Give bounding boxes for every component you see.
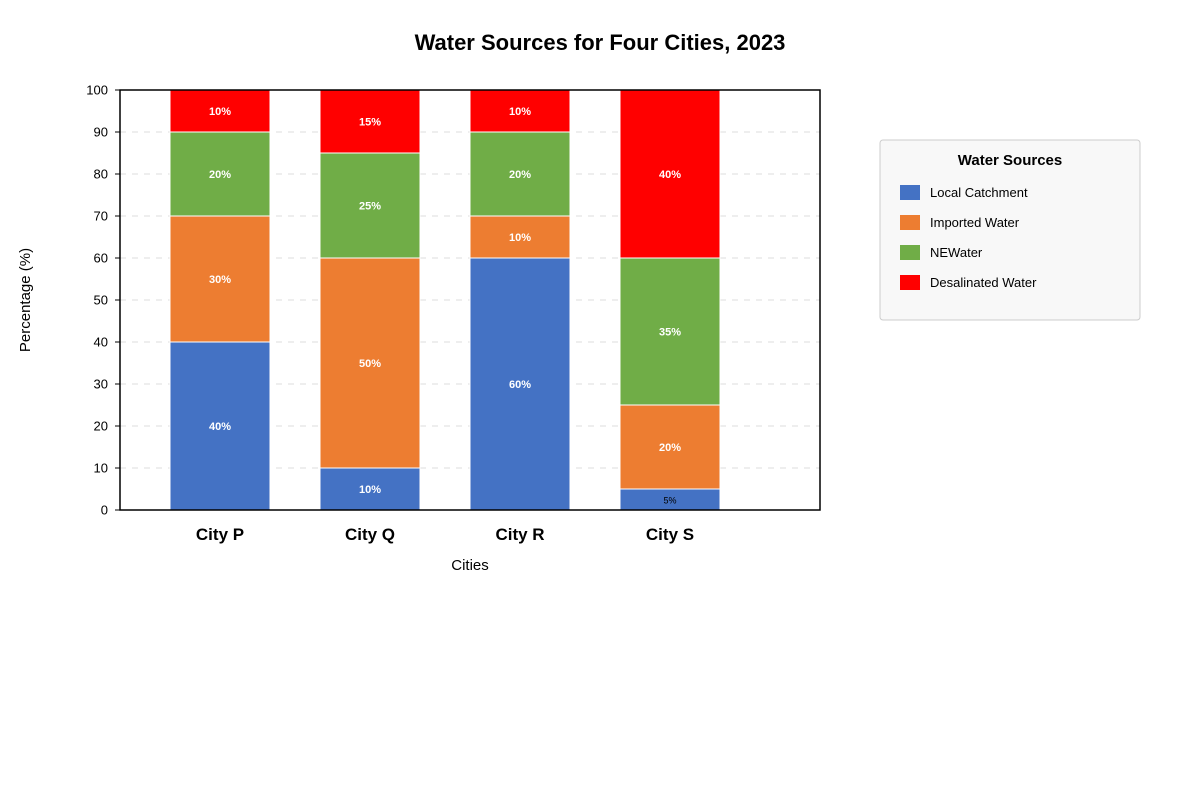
legend-entry: Desalinated Water — [930, 275, 1037, 290]
legend-swatch — [900, 215, 920, 230]
data-label: 20% — [659, 442, 681, 454]
y-tick-label: 10 — [94, 461, 108, 476]
legend-swatch — [900, 245, 920, 260]
bars: 40% 30% 20% 10% 10% 50% 25% 15% 60% 10% 20% 10% 5% 20… — [169, 89, 721, 511]
chart-title: Water Sources for Four Cities, 2023 — [415, 30, 786, 55]
data-label: 35% — [659, 327, 681, 339]
data-label: 10% — [359, 484, 381, 496]
legend-entry: Imported Water — [930, 215, 1020, 230]
bar-segment — [169, 131, 271, 217]
data-label: 15% — [359, 117, 381, 129]
y-tick-label: 70 — [94, 209, 108, 224]
data-label: 40% — [209, 421, 231, 433]
x-category-label: City Q — [345, 525, 395, 544]
data-label: 60% — [509, 379, 531, 391]
data-label: 30% — [209, 274, 231, 286]
data-label: 50% — [359, 358, 381, 370]
legend-swatch — [900, 275, 920, 290]
legend-items: Local Catchment Imported Water NEWater Desa… — [900, 185, 1037, 290]
y-tick-label: 100 — [86, 83, 108, 98]
bar-segment — [319, 257, 421, 469]
x-category-label: City R — [495, 525, 544, 544]
legend-box — [879, 139, 1141, 321]
y-axis-label: Percentage (%) — [17, 248, 34, 352]
bar-segment — [169, 215, 271, 343]
bar-segment — [619, 89, 721, 259]
bar-segment — [469, 131, 571, 217]
data-label: 20% — [509, 169, 531, 181]
bar-segment — [319, 152, 421, 259]
bar-segment — [469, 257, 571, 511]
legend-entry: Local Catchment — [930, 185, 1028, 200]
legend-swatch — [900, 185, 920, 200]
data-label: 10% — [209, 106, 231, 118]
bar-segment — [619, 257, 721, 406]
data-label: 40% — [659, 169, 681, 181]
x-axis-label: Cities — [451, 557, 489, 574]
data-label: 25% — [359, 201, 381, 213]
data-label: 20% — [209, 169, 231, 181]
legend-title: Water Sources — [958, 152, 1062, 169]
y-tick-label: 80 — [94, 167, 108, 182]
bar-segment — [619, 404, 721, 490]
legend: Water Sources Local Catchment Imported Wa… — [879, 139, 1141, 321]
y-tick-label: 90 — [94, 125, 108, 140]
bar-segment — [169, 89, 271, 133]
y-tick-label: 20 — [94, 419, 108, 434]
y-tick-label: 0 — [101, 503, 108, 518]
y-tick-label: 50 — [94, 293, 108, 308]
x-category-label: City S — [646, 525, 694, 544]
bar-segment — [169, 341, 271, 511]
x-category-label: City P — [196, 525, 244, 544]
legend-entry: NEWater — [930, 245, 983, 260]
y-axis-ticks: 0 10 20 30 40 50 60 70 80 90 100 — [86, 83, 120, 518]
x-axis-categories: City P City Q City R City S — [196, 525, 694, 544]
bar-segment — [319, 89, 421, 154]
data-label: 10% — [509, 106, 531, 118]
bar-segment — [319, 467, 421, 511]
bar-segment — [469, 215, 571, 259]
y-tick-label: 60 — [94, 251, 108, 266]
y-tick-label: 40 — [94, 335, 108, 350]
data-label: 5% — [663, 496, 676, 506]
bar-segment — [469, 89, 571, 133]
data-label: 10% — [509, 232, 531, 244]
y-tick-label: 30 — [94, 377, 108, 392]
